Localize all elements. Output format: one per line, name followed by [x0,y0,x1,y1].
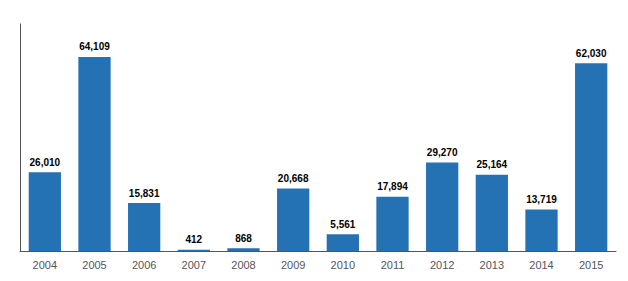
svg-text:20,668: 20,668 [278,173,309,184]
svg-text:868: 868 [235,233,252,244]
svg-text:2013: 2013 [480,259,504,271]
svg-text:2015: 2015 [579,259,603,271]
svg-text:5,561: 5,561 [330,219,355,230]
svg-text:2005: 2005 [82,259,106,271]
svg-text:2008: 2008 [231,259,255,271]
svg-text:2004: 2004 [33,259,57,271]
svg-text:13,719: 13,719 [526,194,557,205]
svg-text:2007: 2007 [182,259,206,271]
svg-text:26,010: 26,010 [30,157,61,168]
svg-text:2014: 2014 [529,259,553,271]
svg-text:64,109: 64,109 [79,41,110,52]
svg-text:2010: 2010 [331,259,355,271]
svg-text:29,270: 29,270 [427,147,458,158]
svg-text:17,894: 17,894 [377,181,408,192]
svg-text:2006: 2006 [132,259,156,271]
svg-text:25,164: 25,164 [477,159,508,170]
svg-text:2012: 2012 [430,259,454,271]
svg-text:2009: 2009 [281,259,305,271]
svg-text:412: 412 [185,234,202,245]
svg-text:62,030: 62,030 [576,48,607,59]
svg-text:2011: 2011 [381,259,405,271]
svg-text:15,831: 15,831 [129,188,160,199]
